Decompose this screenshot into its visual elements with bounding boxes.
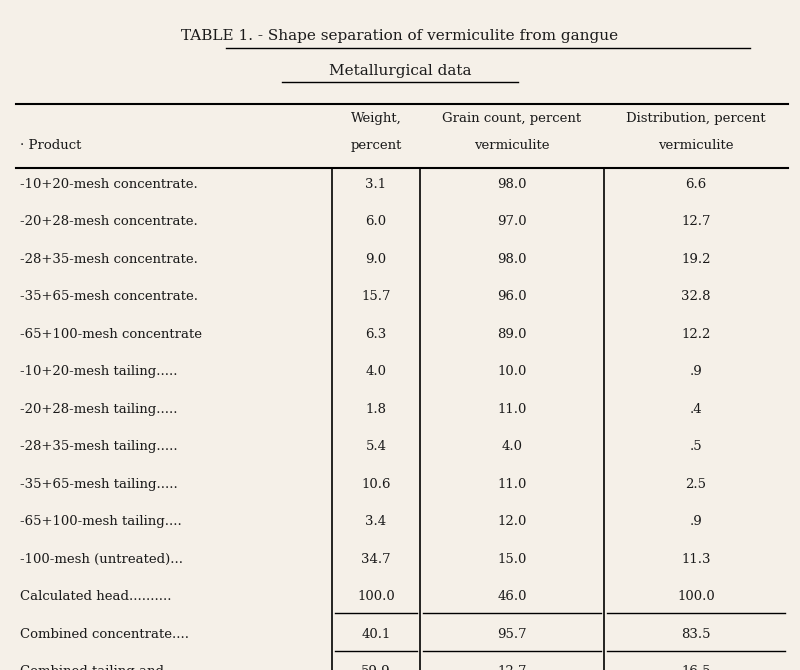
Text: .9: .9 [690,365,702,378]
Text: 32.8: 32.8 [682,290,710,303]
Text: .4: .4 [690,403,702,415]
Text: 100.0: 100.0 [357,590,395,603]
Text: -28+35-mesh concentrate.: -28+35-mesh concentrate. [20,253,198,265]
Text: -35+65-mesh concentrate.: -35+65-mesh concentrate. [20,290,198,303]
Text: 100.0: 100.0 [677,590,715,603]
Text: vermiculite: vermiculite [658,139,734,151]
Text: Grain count, percent: Grain count, percent [442,112,582,125]
Text: 98.0: 98.0 [498,253,526,265]
Text: Combined tailing and: Combined tailing and [20,665,164,670]
Text: 96.0: 96.0 [497,290,527,303]
Text: .5: .5 [690,440,702,453]
Text: Metallurgical data: Metallurgical data [329,64,471,78]
Text: 5.4: 5.4 [366,440,386,453]
Text: 6.3: 6.3 [366,328,386,340]
Text: 6.6: 6.6 [686,178,706,190]
Text: 98.0: 98.0 [498,178,526,190]
Text: 34.7: 34.7 [361,553,391,565]
Text: TABLE 1. - Shape separation of vermiculite from gangue: TABLE 1. - Shape separation of vermiculi… [182,29,618,43]
Text: 12.0: 12.0 [498,515,526,528]
Text: Weight,: Weight, [350,112,402,125]
Text: 97.0: 97.0 [497,215,527,228]
Text: 12.2: 12.2 [682,328,710,340]
Text: 16.5: 16.5 [682,665,710,670]
Text: -10+20-mesh concentrate.: -10+20-mesh concentrate. [20,178,198,190]
Text: -20+28-mesh tailing.....: -20+28-mesh tailing..... [20,403,178,415]
Text: percent: percent [350,139,402,151]
Text: 9.0: 9.0 [366,253,386,265]
Text: .9: .9 [690,515,702,528]
Text: 1.8: 1.8 [366,403,386,415]
Text: Calculated head..........: Calculated head.......... [20,590,171,603]
Text: vermiculite: vermiculite [474,139,550,151]
Text: 3.4: 3.4 [366,515,386,528]
Text: 4.0: 4.0 [366,365,386,378]
Text: -35+65-mesh tailing.....: -35+65-mesh tailing..... [20,478,178,490]
Text: 11.3: 11.3 [682,553,710,565]
Text: -65+100-mesh tailing....: -65+100-mesh tailing.... [20,515,182,528]
Text: 15.7: 15.7 [362,290,390,303]
Text: · Product: · Product [20,139,82,151]
Text: -10+20-mesh tailing.....: -10+20-mesh tailing..... [20,365,178,378]
Text: 46.0: 46.0 [498,590,526,603]
Text: 3.1: 3.1 [366,178,386,190]
Text: -20+28-mesh concentrate.: -20+28-mesh concentrate. [20,215,198,228]
Text: 10.6: 10.6 [362,478,390,490]
Text: -65+100-mesh concentrate: -65+100-mesh concentrate [20,328,202,340]
Text: 2.5: 2.5 [686,478,706,490]
Text: 6.0: 6.0 [366,215,386,228]
Text: 19.2: 19.2 [682,253,710,265]
Text: 15.0: 15.0 [498,553,526,565]
Text: Distribution, percent: Distribution, percent [626,112,766,125]
Text: -28+35-mesh tailing.....: -28+35-mesh tailing..... [20,440,178,453]
Text: 12.7: 12.7 [682,215,710,228]
Text: 59.9: 59.9 [361,665,391,670]
Text: -100-mesh (untreated)...: -100-mesh (untreated)... [20,553,183,565]
Text: 95.7: 95.7 [497,628,527,641]
Text: 40.1: 40.1 [362,628,390,641]
Text: 11.0: 11.0 [498,403,526,415]
Text: 10.0: 10.0 [498,365,526,378]
Text: Combined concentrate....: Combined concentrate.... [20,628,189,641]
Text: 83.5: 83.5 [682,628,710,641]
Text: 12.7: 12.7 [498,665,526,670]
Text: 4.0: 4.0 [502,440,522,453]
Text: 11.0: 11.0 [498,478,526,490]
Text: 89.0: 89.0 [498,328,526,340]
